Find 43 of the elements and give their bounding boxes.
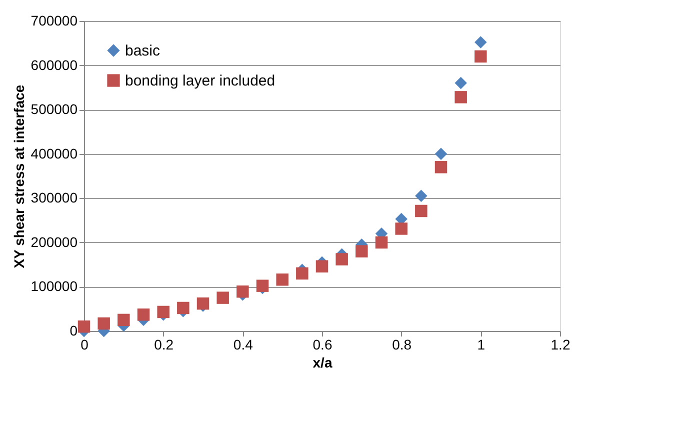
point: [415, 190, 428, 202]
y-tick-label: 400000: [30, 145, 78, 162]
point: [434, 148, 448, 160]
point: [216, 292, 229, 304]
x-tick-label: 0.4: [233, 336, 254, 352]
point: [316, 260, 328, 272]
point: [395, 222, 408, 235]
point: [98, 317, 110, 330]
point: [196, 297, 210, 310]
legend-label: basic: [125, 42, 161, 60]
point: [356, 245, 368, 258]
y-tick-label: 600000: [30, 56, 78, 73]
point: [474, 50, 487, 63]
x-axis-title: x/a: [312, 354, 332, 370]
point: [276, 274, 288, 286]
point: [236, 285, 249, 298]
x-tick-label: 0.2: [154, 336, 174, 352]
point: [118, 314, 130, 326]
point: [256, 280, 269, 292]
point: [177, 302, 190, 314]
y-axis-title: XY shear stress at interface: [10, 84, 27, 268]
point: [336, 253, 348, 266]
point: [296, 267, 308, 280]
y-tick-label: 0: [70, 322, 78, 338]
point: [137, 308, 150, 321]
point: [434, 161, 448, 174]
y-tick-label: 700000: [30, 12, 78, 28]
legend-label: bonding layer included: [125, 72, 276, 90]
point: [454, 91, 467, 104]
y-tick-label: 100000: [30, 278, 78, 294]
x-tick-label: 1: [477, 336, 486, 352]
y-tick-label: 500000: [30, 101, 78, 118]
y-tick-label: 300000: [30, 190, 78, 206]
point: [454, 76, 467, 90]
x-tick-label: 0.6: [312, 336, 332, 352]
point: [375, 236, 388, 249]
point: [415, 204, 428, 218]
y-tick-label: 200000: [30, 234, 78, 250]
point: [474, 36, 487, 48]
x-tick-label: 0.8: [392, 336, 412, 352]
point: [78, 320, 90, 333]
x-tick-label: 1.2: [550, 336, 570, 352]
x-tick-label: 0: [80, 336, 89, 352]
